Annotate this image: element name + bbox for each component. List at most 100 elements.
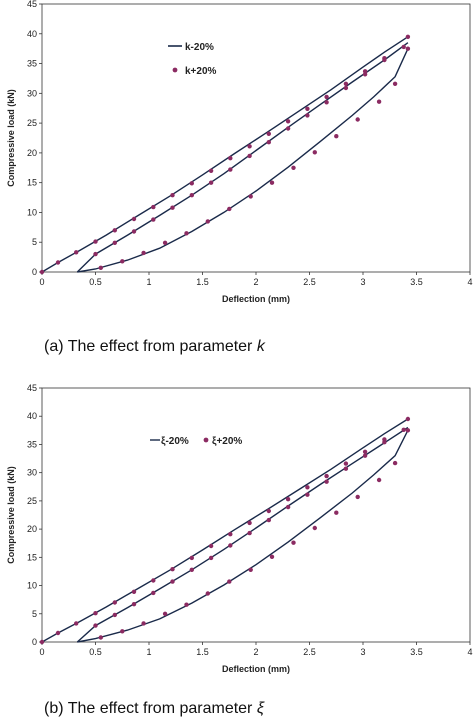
- data-point: [228, 543, 233, 548]
- caption-a: (a) The effect from parameter k: [44, 338, 265, 356]
- data-point: [324, 479, 329, 484]
- data-point: [405, 416, 411, 422]
- data-point: [189, 555, 194, 561]
- data-point: [39, 639, 45, 645]
- data-point: [362, 72, 368, 77]
- x-tick-label: 2.5: [303, 647, 316, 657]
- data-point: [343, 85, 349, 91]
- x-axis-title: Deflection (mm): [222, 294, 290, 304]
- caption-b-prefix: (b) The effect from parameter: [44, 700, 257, 717]
- data-point: [324, 100, 329, 105]
- data-point: [112, 240, 118, 245]
- data-point: [208, 168, 214, 173]
- data-point: [93, 623, 98, 628]
- data-point: [324, 94, 329, 100]
- y-tick-label: 15: [27, 178, 37, 188]
- y-tick-label: 15: [27, 552, 37, 562]
- data-point: [208, 555, 214, 561]
- data-point: [98, 635, 104, 640]
- caption-b-symbol: ξ: [256, 700, 264, 717]
- y-tick-label: 40: [27, 411, 37, 421]
- data-point: [131, 589, 137, 594]
- data-point: [189, 181, 194, 186]
- legend-label: ξ+20%: [212, 436, 242, 447]
- data-point: [312, 150, 317, 155]
- data-point: [227, 206, 232, 212]
- data-point: [266, 508, 271, 514]
- data-point: [305, 113, 310, 118]
- y-tick-label: 25: [27, 118, 37, 128]
- data-point: [305, 485, 310, 490]
- chart-panel-a: 0 0.5 1 1.5 2 2.5 3 3.5 4 0 5 10 15 20 25 30 35 40 45 Defle…: [0, 0, 474, 330]
- x-tick-label: 0: [39, 277, 44, 287]
- data-point: [266, 140, 271, 145]
- data-point: [170, 193, 175, 198]
- data-point: [151, 217, 156, 222]
- data-point: [170, 205, 175, 210]
- y-axis-title: Compressive load (kN): [6, 466, 16, 564]
- caption-b: (b) The effect from parameter ξ: [44, 700, 264, 718]
- data-point: [285, 497, 291, 502]
- data-point: [162, 611, 168, 616]
- x-tick-label: 4: [467, 277, 472, 287]
- data-point: [205, 219, 210, 224]
- data-point: [112, 228, 118, 233]
- chart-a-svg: 0 0.5 1 1.5 2 2.5 3 3.5 4051015202530354045Defle…: [6, 0, 473, 304]
- data-point: [305, 106, 310, 112]
- y-tick-label: 5: [32, 609, 37, 619]
- y-tick-label: 35: [27, 59, 37, 69]
- data-point: [208, 180, 214, 185]
- data-point: [228, 156, 233, 161]
- legend-label: k-20%: [185, 42, 214, 53]
- plot-frame: [41, 387, 471, 643]
- data-point: [141, 621, 146, 626]
- y-tick-label: 30: [27, 88, 37, 98]
- data-point: [266, 131, 271, 136]
- data-point: [247, 530, 252, 536]
- x-tick-label: 0.5: [89, 277, 102, 287]
- data-point: [227, 579, 232, 584]
- data-point: [355, 494, 360, 500]
- data-point: [305, 492, 310, 497]
- y-tick-label: 10: [27, 207, 37, 217]
- data-point: [334, 134, 339, 139]
- data-point: [208, 543, 214, 549]
- legend-label: ξ-20%: [161, 436, 189, 447]
- x-axis-title: Deflection (mm): [222, 664, 290, 674]
- y-tick-label: 35: [27, 439, 37, 449]
- x-tick-label: 1.5: [196, 277, 209, 287]
- series-line: [77, 429, 409, 643]
- y-tick-label: 0: [32, 637, 37, 647]
- data-point: [120, 259, 125, 264]
- data-point: [324, 473, 329, 479]
- x-tick-label: 1.5: [196, 647, 209, 657]
- data-point: [205, 591, 210, 596]
- x-tick-label: 3: [360, 277, 365, 287]
- data-point: [247, 520, 252, 526]
- y-tick-label: 25: [27, 496, 37, 506]
- data-point: [248, 567, 253, 572]
- chart-b-svg: 0 0.5 1 1.5 2 2.5 3 3.5 4051015202530354045Defle…: [6, 383, 473, 674]
- data-point: [170, 567, 175, 572]
- data-point: [401, 427, 406, 432]
- data-point: [112, 612, 118, 618]
- x-tick-label: 2.5: [303, 277, 316, 287]
- y-tick-label: 0: [32, 267, 37, 277]
- data-point: [382, 440, 387, 445]
- data-point: [74, 250, 79, 255]
- data-point: [362, 453, 368, 458]
- data-point: [151, 578, 156, 583]
- data-point: [228, 167, 233, 172]
- y-axis-title: Compressive load (kN): [6, 89, 16, 187]
- data-point: [334, 510, 339, 515]
- x-tick-label: 2: [253, 277, 258, 287]
- data-point: [247, 144, 252, 149]
- data-point: [74, 621, 79, 626]
- data-point: [247, 153, 252, 159]
- data-point: [362, 449, 368, 454]
- data-point: [131, 216, 137, 222]
- data-point: [285, 504, 291, 510]
- x-tick-label: 0: [39, 647, 44, 657]
- data-point: [131, 602, 137, 607]
- y-tick-label: 20: [27, 148, 37, 158]
